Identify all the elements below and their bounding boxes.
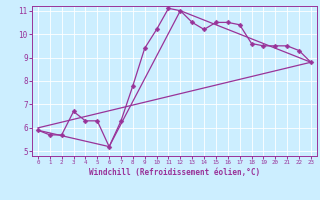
X-axis label: Windchill (Refroidissement éolien,°C): Windchill (Refroidissement éolien,°C) — [89, 168, 260, 177]
